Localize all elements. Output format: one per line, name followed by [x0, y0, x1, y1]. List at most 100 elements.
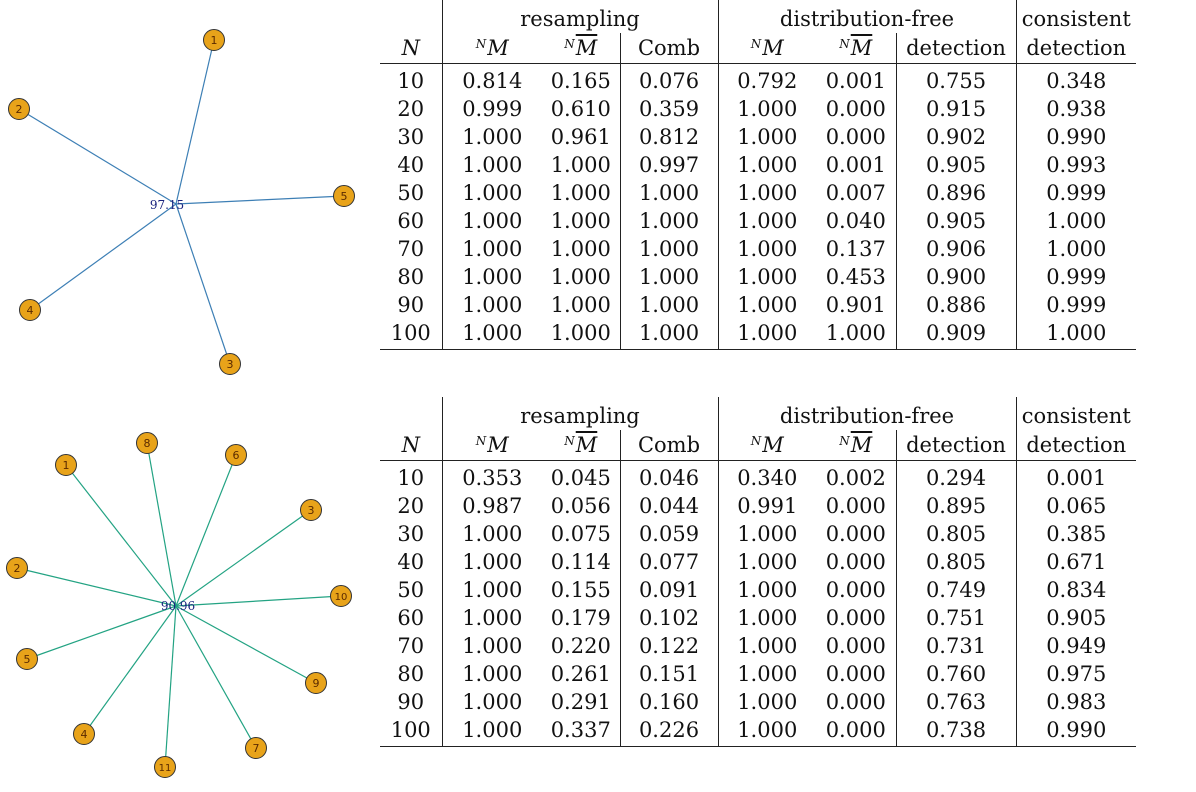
- table2-column-header-row: N NM NM Comb NM NM detection detection: [380, 430, 1136, 461]
- cell-resampling-Mbar: 1.000: [550, 209, 611, 233]
- cell-df-Mbar: 0.901: [825, 293, 886, 317]
- graph2-edges: [16, 442, 342, 768]
- cell-detection: 0.805: [895, 520, 1016, 548]
- graph2-node-8: 8: [136, 432, 158, 454]
- cell-N: 10: [397, 69, 425, 93]
- cell-comb: 1.000: [619, 291, 718, 319]
- cell-df-Mbar: 0.137: [825, 237, 886, 261]
- cell-df-M: 1.000: [717, 151, 816, 179]
- cell-consistent-detection: 0.999: [1015, 291, 1136, 319]
- cell-detection: 0.896: [895, 179, 1016, 207]
- graph1-center-value: 97.15: [150, 198, 184, 212]
- table-row: 20 0.987 0.056 0.044 0.991 0.000 0.895 0.065: [380, 492, 1136, 520]
- table-row: 60 1.000 0.179 0.102 1.000 0.000 0.751 0.905: [380, 604, 1136, 632]
- cell-df-M: 1.000: [717, 548, 816, 576]
- cell-consistent-detection: 1.000: [1015, 235, 1136, 263]
- table2-col-consistent-detection: detection: [1015, 430, 1136, 461]
- table1-blank-header: [380, 0, 442, 33]
- graph2-node-5: 5: [16, 648, 38, 670]
- cell-consistent-detection: 0.999: [1015, 263, 1136, 291]
- cell-consistent-detection: 0.385: [1015, 520, 1136, 548]
- cell-resampling-Mbar: 0.045: [550, 466, 611, 490]
- cell-comb: 0.076: [619, 63, 718, 95]
- cell-resampling-M: 1.000: [441, 263, 542, 291]
- cell-df-Mbar: 0.000: [816, 716, 896, 747]
- cell-detection: 0.294: [895, 460, 1016, 492]
- table1-group-resampling: resampling: [441, 0, 718, 33]
- cell-N: 50: [397, 578, 425, 602]
- table-row: 80 1.000 0.261 0.151 1.000 0.000 0.760 0.975: [380, 660, 1136, 688]
- cell-detection: 0.751: [895, 604, 1016, 632]
- table2-group-consistent: consistent: [1015, 397, 1136, 430]
- cell-N: 20: [397, 494, 425, 518]
- cell-resampling-Mbar: 1.000: [550, 237, 611, 261]
- cell-comb: 1.000: [619, 263, 718, 291]
- table2-col-N: N: [380, 430, 442, 461]
- cell-consistent-detection: 0.938: [1015, 95, 1136, 123]
- cell-comb: 0.226: [619, 716, 718, 747]
- graph2-node-11: 11: [154, 756, 176, 778]
- cell-consistent-detection: 0.001: [1015, 460, 1136, 492]
- svg-text:5: 5: [341, 190, 348, 203]
- graph1-edge-5: [175, 195, 345, 205]
- table2-blank-header: [380, 397, 442, 430]
- table2-col-Mbar: NM: [542, 430, 620, 461]
- cell-resampling-M: 1.000: [441, 151, 542, 179]
- cell-df-M: 1.000: [717, 95, 816, 123]
- graph1-edge-4: [29, 203, 177, 311]
- cell-comb: 1.000: [619, 179, 718, 207]
- cell-resampling-Mbar: 1.000: [550, 153, 611, 177]
- cell-resampling-Mbar: 1.000: [550, 293, 611, 317]
- table-row: 10 0.814 0.165 0.076 0.792 0.001 0.755 0.348: [380, 63, 1136, 95]
- table2-group-resampling: resampling: [441, 397, 718, 430]
- graph2-node-1: 1: [55, 454, 77, 476]
- cell-df-M: 1.000: [717, 632, 816, 660]
- cell-df-Mbar: 0.002: [825, 466, 886, 490]
- graph2-edge-8: [146, 442, 177, 607]
- cell-detection: 0.886: [895, 291, 1016, 319]
- graph1-edge-2: [18, 108, 177, 205]
- cell-df-Mbar: 0.453: [825, 265, 886, 289]
- cell-resampling-Mbar: 1.000: [550, 265, 611, 289]
- cell-df-Mbar: 0.001: [825, 69, 886, 93]
- cell-detection: 0.906: [895, 235, 1016, 263]
- cell-resampling-M: 1.000: [441, 207, 542, 235]
- graph2-edge-2: [16, 567, 177, 607]
- graph2-edge-4: [83, 605, 177, 735]
- cell-resampling-M: 1.000: [441, 319, 542, 350]
- cell-detection: 0.738: [895, 716, 1016, 747]
- cell-detection: 0.760: [895, 660, 1016, 688]
- table2-col-comb: Comb: [619, 430, 718, 461]
- table-row: 10 0.353 0.045 0.046 0.340 0.002 0.294 0.001: [380, 460, 1136, 492]
- graph2-node-4: 4: [73, 723, 95, 745]
- star-graph-2: 90.96 1 2 3 4 5 6 7 8 9 10 11: [6, 432, 352, 778]
- cell-resampling-M: 1.000: [441, 604, 542, 632]
- table-row: 40 1.000 0.114 0.077 1.000 0.000 0.805 0.671: [380, 548, 1136, 576]
- cell-N: 50: [397, 181, 425, 205]
- cell-df-M: 1.000: [717, 716, 816, 747]
- cell-resampling-Mbar: 0.056: [550, 494, 611, 518]
- cell-resampling-Mbar: 1.000: [550, 181, 611, 205]
- cell-resampling-M: 1.000: [441, 716, 542, 747]
- graph2-edge-1: [65, 464, 177, 607]
- cell-consistent-detection: 0.975: [1015, 660, 1136, 688]
- graph2-edge-6: [175, 454, 237, 607]
- cell-comb: 0.122: [619, 632, 718, 660]
- cell-df-M: 1.000: [717, 576, 816, 604]
- cell-resampling-Mbar: 0.155: [550, 578, 611, 602]
- cell-df-M: 1.000: [717, 207, 816, 235]
- cell-detection: 0.805: [895, 548, 1016, 576]
- cell-df-Mbar: 0.040: [825, 209, 886, 233]
- graph1-node-1: 1: [203, 29, 225, 51]
- svg-text:3: 3: [227, 358, 234, 371]
- graph1-node-5: 5: [333, 185, 355, 207]
- svg-text:4: 4: [81, 728, 88, 741]
- cell-detection: 0.755: [895, 63, 1016, 95]
- table1-col-df-Mbar: NM: [816, 33, 896, 64]
- cell-df-Mbar: 0.000: [825, 662, 886, 686]
- cell-consistent-detection: 0.671: [1015, 548, 1136, 576]
- table-row: 80 1.000 1.000 1.000 1.000 0.453 0.900 0.999: [380, 263, 1136, 291]
- cell-consistent-detection: 1.000: [1015, 319, 1136, 350]
- cell-consistent-detection: 0.999: [1015, 179, 1136, 207]
- cell-resampling-Mbar: 0.220: [550, 634, 611, 658]
